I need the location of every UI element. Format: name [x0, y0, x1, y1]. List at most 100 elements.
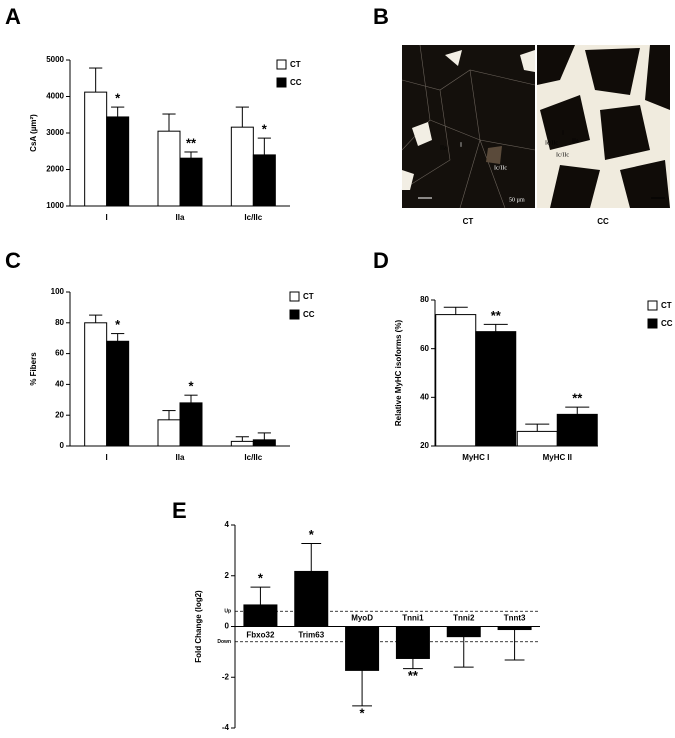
significance: **	[491, 308, 502, 323]
bar	[294, 570, 329, 628]
x-tick-label: I	[106, 453, 108, 462]
legend-label: CT	[661, 301, 672, 310]
fiber-label: Ic/IIc	[556, 152, 569, 158]
y-axis-title: Fold Change (log2)	[194, 590, 203, 663]
x-tick-label: Tnni1	[402, 614, 424, 623]
y-tick-label: 0	[60, 441, 65, 450]
legend-label: CT	[303, 292, 314, 301]
significance: **	[572, 391, 583, 406]
y-tick-label: 60	[55, 349, 64, 358]
significance: *	[360, 705, 366, 720]
significance: *	[115, 91, 121, 106]
panel-letter: E	[172, 498, 187, 523]
threshold-label: Down	[217, 639, 231, 645]
y-tick-label: 1000	[46, 201, 64, 210]
bar	[395, 626, 430, 659]
x-tick-label: Tnni2	[453, 614, 475, 623]
bar	[230, 126, 254, 207]
bar	[230, 440, 254, 447]
x-tick-label: IIa	[176, 213, 185, 222]
bar	[157, 130, 181, 207]
y-tick-label: 60	[420, 344, 429, 353]
x-tick-label: Trim63	[298, 631, 324, 640]
bar	[497, 626, 532, 631]
x-tick-label: Fbxo32	[246, 631, 275, 640]
bar	[435, 314, 477, 447]
x-tick-label: Ic/IIc	[244, 213, 262, 222]
legend-label: CC	[303, 310, 315, 319]
y-tick-label: 100	[51, 287, 65, 296]
x-tick-label: I	[106, 213, 108, 222]
x-tick-label: Tnnt3	[504, 614, 526, 623]
x-tick-label: MyHC II	[543, 453, 572, 462]
bar	[475, 331, 517, 447]
panel-letter: C	[5, 248, 21, 273]
bar	[243, 604, 278, 628]
significance: *	[115, 317, 121, 332]
y-tick-label: 3000	[46, 128, 64, 137]
bar	[106, 340, 130, 447]
bar	[179, 402, 203, 447]
bar	[556, 413, 598, 447]
panel-letter: D	[373, 248, 389, 273]
scale-label: 50 µm	[509, 197, 525, 203]
y-axis-title: % Fibers	[29, 352, 38, 386]
y-tick-label: 2000	[46, 165, 64, 174]
bar	[345, 626, 380, 671]
significance: *	[188, 379, 194, 394]
fiber-dark	[537, 45, 670, 208]
y-tick-label: -2	[222, 672, 230, 681]
significance: *	[309, 527, 315, 542]
legend-swatch	[276, 59, 287, 70]
legend-swatch	[289, 309, 300, 320]
y-axis-title: Relative MyHC isoforms (%)	[394, 320, 403, 427]
y-tick-label: 40	[55, 380, 64, 389]
fiber-borders	[401, 44, 536, 209]
y-tick-label: 80	[55, 318, 64, 327]
bar	[446, 626, 481, 638]
x-tick-label: IIa	[176, 453, 185, 462]
bar	[84, 91, 108, 207]
y-tick-label: 5000	[46, 55, 64, 64]
fiber-label: IIa	[572, 138, 579, 144]
bar	[157, 419, 181, 447]
legend-swatch	[647, 318, 658, 329]
significance: *	[258, 571, 264, 586]
fiber-label: Ic/IIc	[494, 165, 507, 171]
y-tick-label: 80	[420, 295, 429, 304]
significance: **	[408, 668, 419, 683]
threshold-label: Up	[224, 609, 231, 615]
bar	[516, 430, 558, 447]
bar	[252, 439, 276, 447]
legend-swatch	[289, 291, 300, 302]
bar	[84, 322, 108, 447]
y-tick-label: 4	[225, 520, 230, 529]
x-tick-label: Ic/IIc	[244, 453, 262, 462]
fiber-hybrid	[486, 146, 502, 164]
fiber-label: Ic/IIc	[545, 140, 558, 146]
y-tick-label: 20	[420, 441, 429, 450]
legend-swatch	[276, 77, 287, 88]
y-axis-title: CsA (µm²)	[29, 114, 38, 152]
fiber-label: I	[562, 130, 564, 136]
bar	[106, 116, 130, 207]
bar	[179, 157, 203, 207]
panel-letter: A	[5, 4, 21, 29]
micrograph-label: CC	[597, 217, 609, 226]
y-tick-label: 2	[225, 571, 230, 580]
fiber-label: IIa	[440, 145, 447, 151]
y-tick-label: 0	[225, 622, 230, 631]
significance: *	[262, 122, 268, 137]
y-tick-label: 40	[420, 392, 429, 401]
micrograph-panel: IIa I Ic/IIc 50 µm Ic/IIc I IIa Ic/IIc C…	[373, 4, 670, 226]
micrograph-label: CT	[463, 217, 474, 226]
legend-label: CC	[290, 78, 302, 87]
fiber-label: I	[460, 142, 462, 148]
y-tick-label: -4	[222, 723, 230, 732]
legend-label: CT	[290, 60, 301, 69]
legend-swatch	[647, 300, 658, 311]
legend-label: CC	[661, 319, 673, 328]
significance: **	[186, 135, 197, 150]
y-tick-label: 20	[55, 410, 64, 419]
